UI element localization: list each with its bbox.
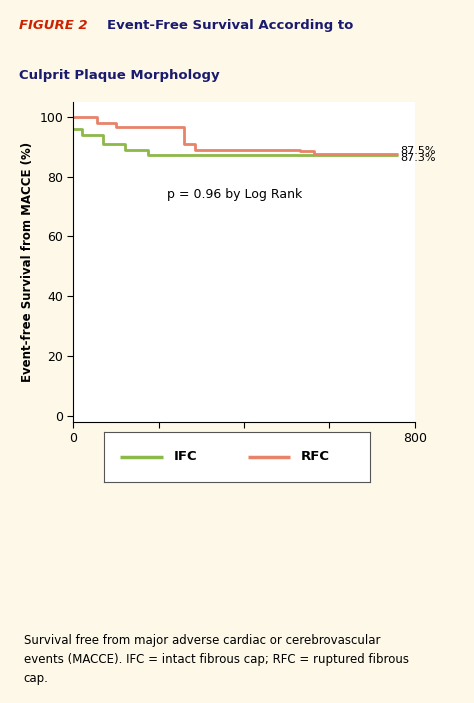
X-axis label: Days: Days xyxy=(223,453,265,469)
Y-axis label: Event-free Survival from MACCE (%): Event-free Survival from MACCE (%) xyxy=(21,142,34,382)
Text: Culprit Plaque Morphology: Culprit Plaque Morphology xyxy=(19,69,219,82)
Text: RFC: RFC xyxy=(301,451,330,463)
Text: Survival free from major adverse cardiac or cerebrovascular
events (MACCE). IFC : Survival free from major adverse cardiac… xyxy=(24,633,409,685)
Text: IFC: IFC xyxy=(173,451,197,463)
Text: p = 0.96 by Log Rank: p = 0.96 by Log Rank xyxy=(167,188,302,200)
Text: 87.5%: 87.5% xyxy=(401,146,436,156)
Text: 87.3%: 87.3% xyxy=(401,153,436,163)
Text: Event-Free Survival According to: Event-Free Survival According to xyxy=(107,19,353,32)
Text: FIGURE 2: FIGURE 2 xyxy=(19,19,88,32)
